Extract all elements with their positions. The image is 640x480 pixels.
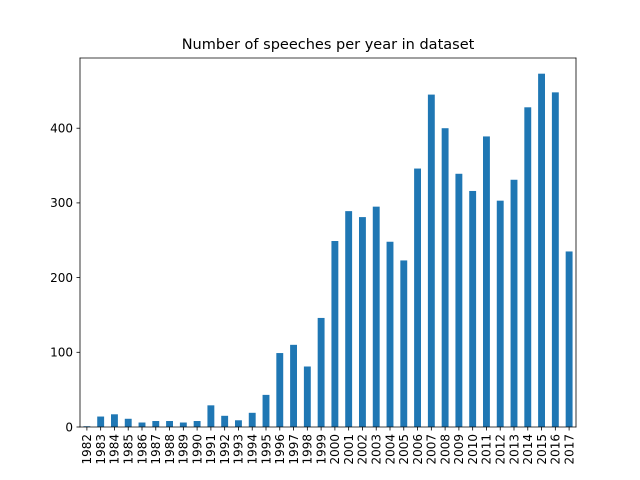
- y-tick-label-300: 300: [50, 196, 73, 210]
- x-tick-label-1982: 1982: [80, 434, 94, 465]
- bar-1997: [290, 344, 297, 427]
- x-tick-label-2013: 2013: [507, 434, 521, 465]
- x-tick-label-2005: 2005: [397, 434, 411, 465]
- x-axis: 1982 1983 1984 1985 1986 1987 1988 1989 1990 1991…: [80, 427, 576, 465]
- x-tick-label-1983: 1983: [94, 434, 108, 465]
- bar-1990: [193, 421, 201, 427]
- bar-1991: [207, 405, 215, 427]
- x-tick-label-1998: 1998: [301, 434, 315, 465]
- x-tick-label-1989: 1989: [177, 434, 191, 465]
- bar-2007: [427, 94, 435, 427]
- chart-title: Number of speeches per year in dataset: [182, 37, 475, 53]
- bar-2010: [469, 190, 477, 427]
- x-tick-label-1985: 1985: [122, 434, 136, 465]
- bar-1995: [262, 394, 270, 427]
- bar-1999: [317, 317, 325, 427]
- bar-1984: [111, 414, 118, 427]
- bar-2004: [386, 241, 394, 427]
- bar-2015: [538, 73, 545, 427]
- bars: [83, 73, 573, 428]
- bar-1993: [235, 420, 242, 427]
- bar-1983: [97, 416, 105, 427]
- bar-1996: [276, 353, 284, 427]
- x-tick-label-2002: 2002: [356, 434, 370, 465]
- x-tick-label-1984: 1984: [108, 434, 122, 465]
- x-tick-label-2007: 2007: [425, 434, 439, 465]
- x-tick-label-2010: 2010: [466, 434, 480, 465]
- x-tick-label-2008: 2008: [438, 434, 452, 465]
- y-tick-label-200: 200: [50, 271, 73, 285]
- x-tick-label-2001: 2001: [342, 434, 356, 465]
- x-tick-label-1997: 1997: [287, 434, 301, 465]
- bar-1987: [152, 421, 160, 427]
- bar-2002: [359, 217, 366, 427]
- bar-1998: [303, 366, 311, 427]
- bar-2000: [331, 241, 339, 427]
- x-tick-label-2004: 2004: [383, 434, 397, 465]
- y-tick-label-100: 100: [50, 346, 73, 360]
- x-tick-label-1986: 1986: [135, 434, 149, 465]
- bar-2009: [455, 173, 463, 427]
- bar-2001: [345, 211, 353, 427]
- bar-2014: [524, 107, 532, 428]
- bar-1992: [221, 415, 229, 427]
- bar-2012: [496, 200, 504, 427]
- x-tick-label-2009: 2009: [452, 434, 466, 465]
- x-tick-label-1995: 1995: [259, 434, 273, 465]
- x-tick-label-1994: 1994: [246, 434, 260, 465]
- x-tick-label-2003: 2003: [370, 434, 384, 465]
- bar-1988: [166, 421, 173, 427]
- x-tick-label-1996: 1996: [273, 434, 287, 465]
- bar-1989: [179, 422, 187, 427]
- bar-1985: [124, 418, 132, 427]
- bar-1994: [248, 412, 256, 427]
- axes-frame: [79, 57, 577, 428]
- y-tick-label-0: 0: [65, 420, 73, 434]
- x-tick-label-1992: 1992: [218, 434, 232, 465]
- x-tick-label-1990: 1990: [190, 434, 204, 465]
- x-tick-label-2012: 2012: [494, 434, 508, 465]
- x-tick-label-1993: 1993: [232, 434, 246, 465]
- x-tick-label-1991: 1991: [204, 434, 218, 465]
- bar-2008: [441, 128, 449, 427]
- bar-2013: [510, 179, 518, 427]
- x-tick-label-2006: 2006: [411, 434, 425, 465]
- x-tick-label-1988: 1988: [163, 434, 177, 465]
- x-tick-label-2000: 2000: [328, 434, 342, 465]
- bar-2005: [400, 260, 408, 427]
- bar-2016: [551, 92, 559, 428]
- bar-1986: [138, 422, 146, 427]
- x-tick-label-1987: 1987: [149, 434, 163, 465]
- bar-2011: [483, 136, 490, 427]
- x-tick-label-2016: 2016: [549, 434, 563, 465]
- plot-background: [80, 58, 576, 427]
- y-axis: 0 100 200 300 400: [50, 122, 80, 434]
- x-tick-label-1999: 1999: [314, 434, 328, 465]
- x-tick-label-2017: 2017: [562, 434, 576, 465]
- plot-area: [80, 58, 576, 427]
- x-tick-label-2015: 2015: [535, 434, 549, 465]
- x-tick-label-2011: 2011: [480, 434, 494, 465]
- bar-2003: [372, 206, 380, 427]
- bar-2017: [565, 251, 573, 427]
- y-tick-label-400: 400: [50, 122, 73, 136]
- x-tick-label-2014: 2014: [521, 434, 535, 465]
- bar-2006: [414, 168, 421, 428]
